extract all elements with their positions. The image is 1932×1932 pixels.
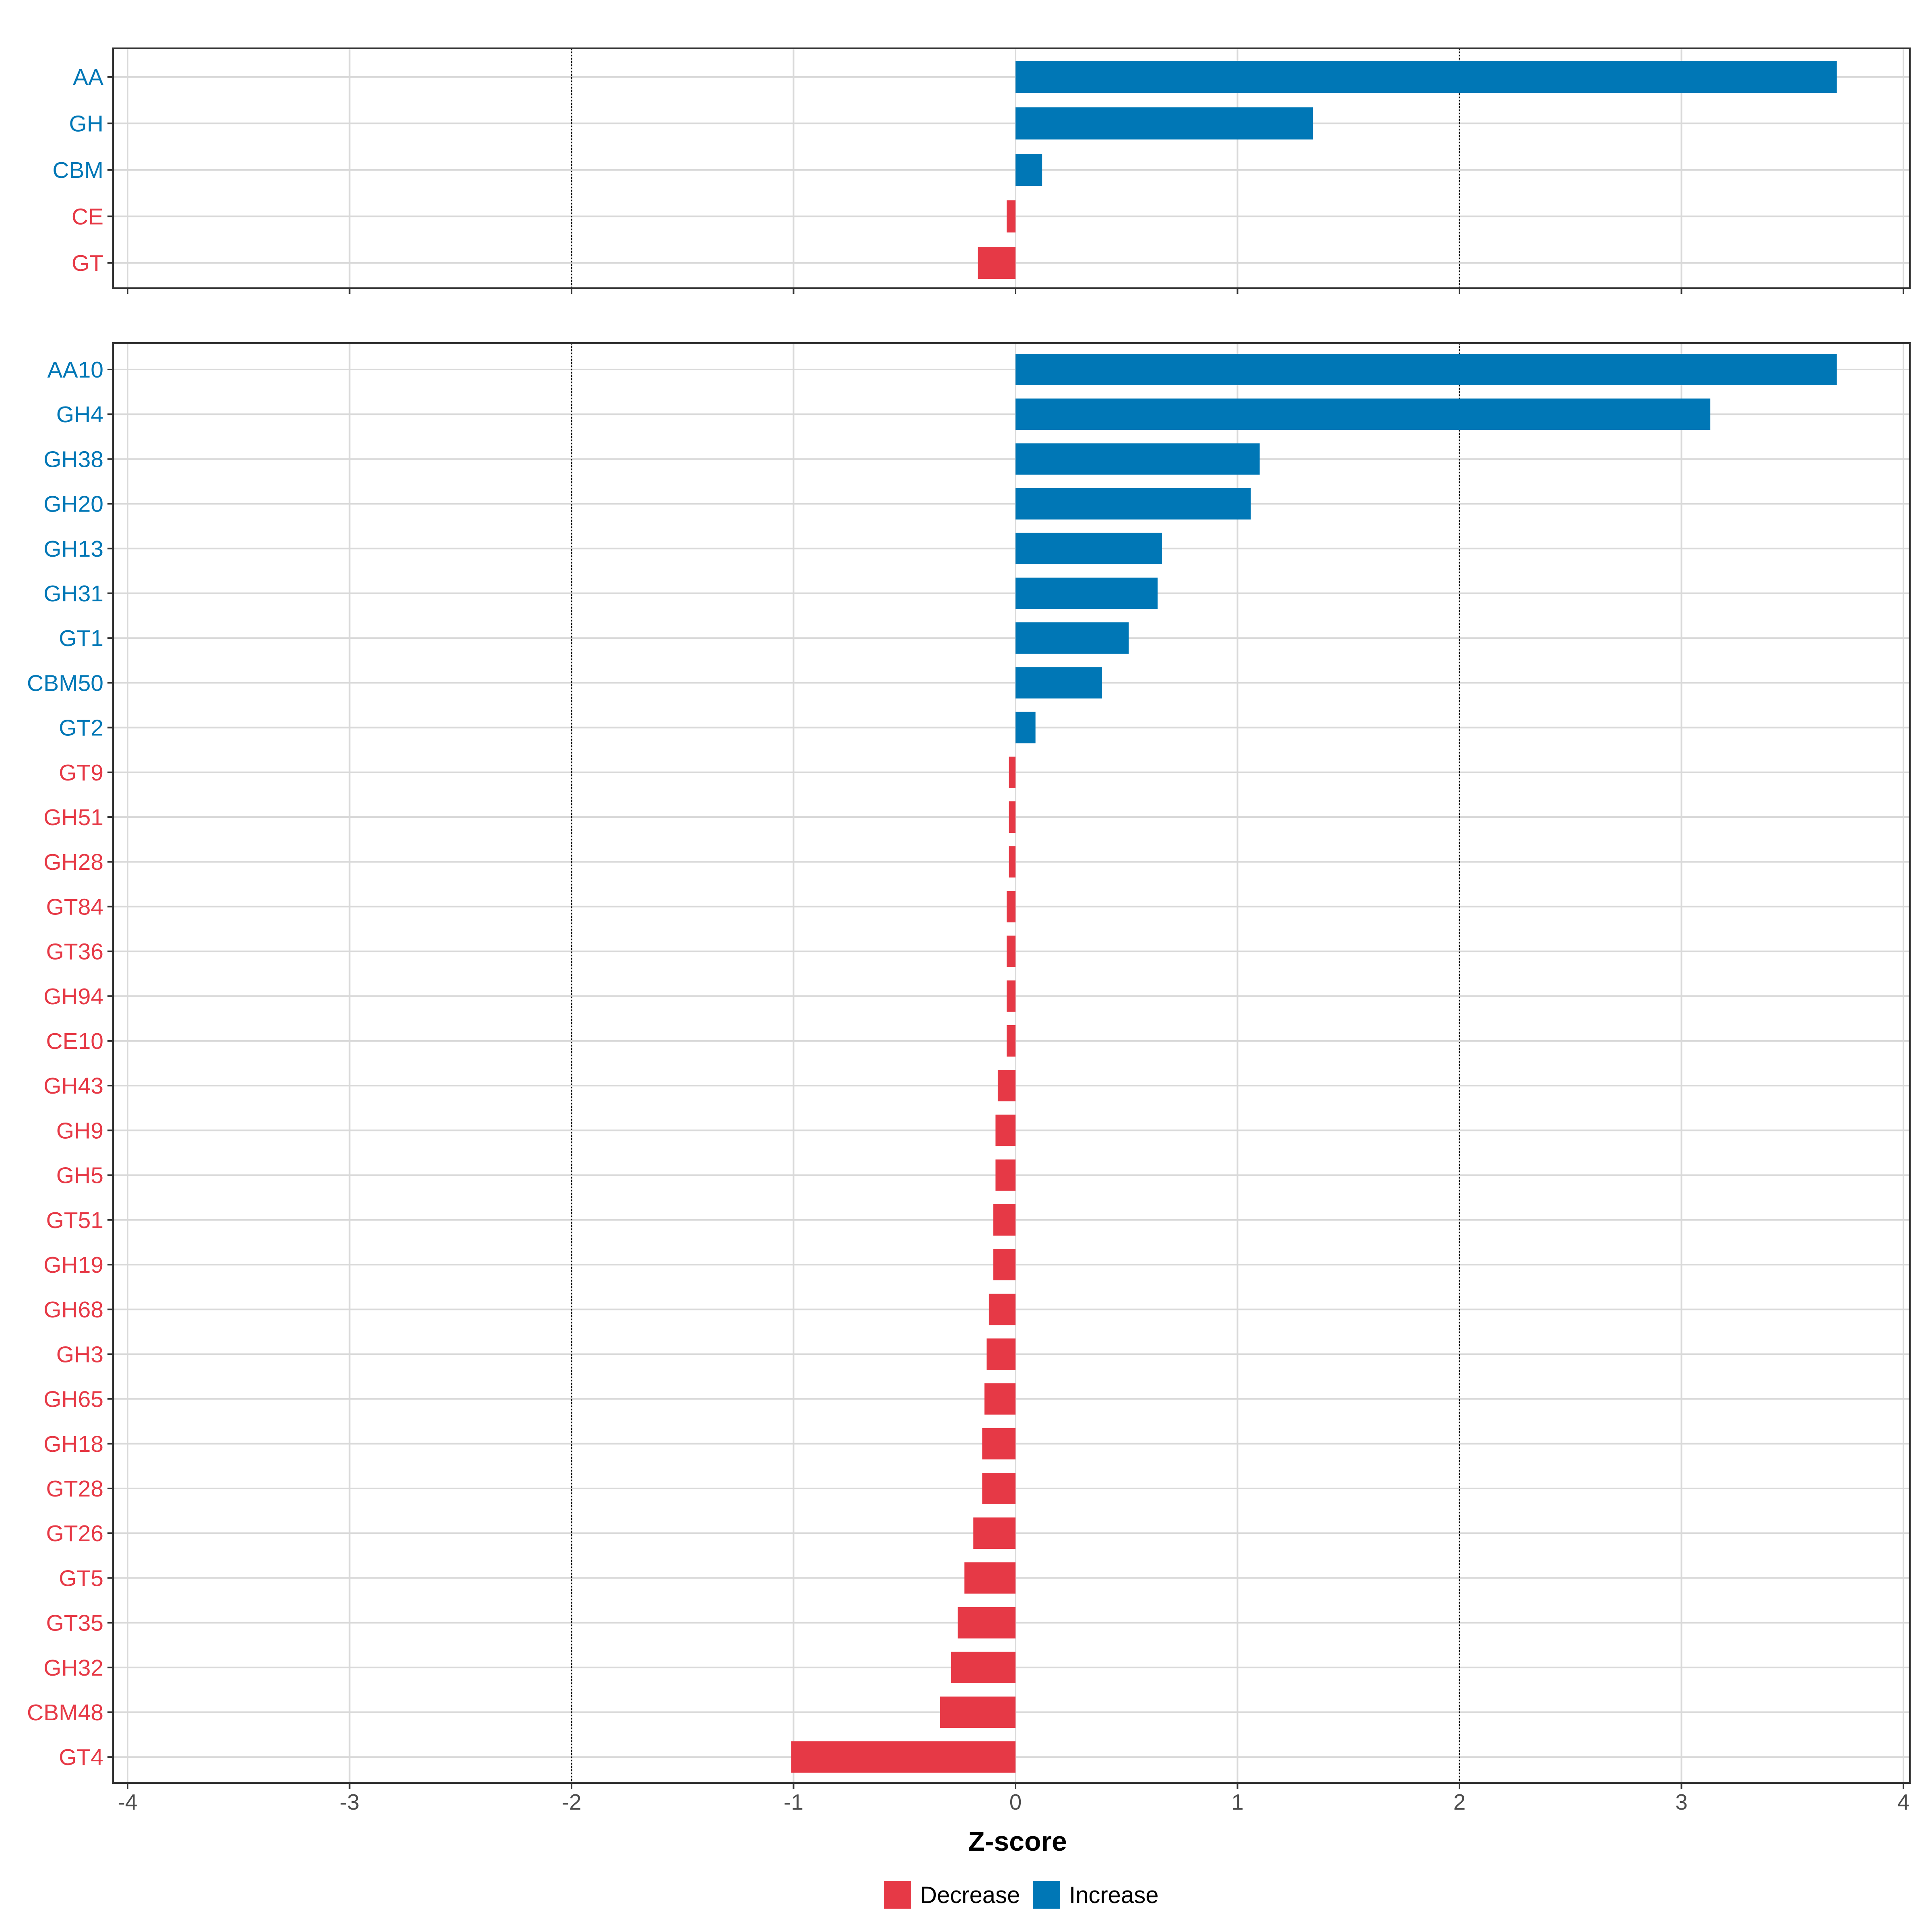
bottom-ylabel-GH13: GH13 xyxy=(43,536,103,562)
bottom-bar-GH3 xyxy=(987,1338,1016,1370)
top-panel: AA GH CBM CE GT xyxy=(52,47,1911,294)
bottom-ylabel-GT1: GT1 xyxy=(59,625,103,651)
bottom-ylabel-GH5: GH5 xyxy=(56,1163,103,1189)
top-ylabel-CE: CE xyxy=(72,204,103,230)
x-axis: -4 -3 -2 -1 0 1 2 3 4 xyxy=(118,1790,1910,1814)
bottom-ylabel-GT2: GT2 xyxy=(59,715,103,741)
top-bar-CE xyxy=(1006,200,1016,233)
bottom-bar-GH94 xyxy=(1006,980,1016,1012)
bottom-bar-GT28 xyxy=(982,1473,1016,1504)
x-tick-label-6: 2 xyxy=(1453,1790,1466,1814)
bottom-ylabel-GH32: GH32 xyxy=(43,1655,103,1681)
bottom-bar-GT35 xyxy=(958,1607,1016,1639)
legend-label-decrease: Decrease xyxy=(920,1882,1020,1908)
bottom-ylabel-GH68: GH68 xyxy=(43,1297,103,1323)
top-bar-AA xyxy=(1016,61,1837,93)
bottom-bar-CBM50 xyxy=(1016,667,1102,699)
bottom-bar-GT26 xyxy=(973,1517,1016,1549)
bottom-ylabel-GH9: GH9 xyxy=(56,1118,103,1144)
bottom-ylabel-GH94: GH94 xyxy=(43,984,103,1009)
x-axis-title: Z-score xyxy=(968,1826,1067,1857)
bottom-bar-CBM48 xyxy=(940,1697,1016,1728)
bottom-ylabel-GT5: GT5 xyxy=(59,1565,103,1591)
bottom-bar-GT1 xyxy=(1016,622,1129,654)
bottom-bar-GH20 xyxy=(1016,488,1251,520)
bottom-bar-AA10 xyxy=(1016,354,1837,385)
top-bar-GT xyxy=(978,247,1016,279)
bottom-bar-GH51 xyxy=(1009,801,1016,833)
legend: Decrease Increase xyxy=(884,1881,1158,1909)
bottom-bar-GH28 xyxy=(1009,846,1016,878)
bottom-ylabel-CBM50: CBM50 xyxy=(27,670,103,696)
bottom-ylabel-GT4: GT4 xyxy=(59,1744,103,1770)
bottom-ylabel-GT28: GT28 xyxy=(46,1476,103,1502)
bottom-ylabel-GH19: GH19 xyxy=(43,1252,103,1278)
bottom-ylabel-GT51: GT51 xyxy=(46,1208,103,1233)
top-ylabel-AA: AA xyxy=(73,64,103,90)
bottom-ylabel-GT84: GT84 xyxy=(46,894,103,920)
bottom-ylabel-AA10: AA10 xyxy=(47,357,103,383)
x-tick-label-4: 0 xyxy=(1009,1790,1022,1814)
bottom-ylabel-GH51: GH51 xyxy=(43,805,103,830)
bottom-bar-GH13 xyxy=(1016,533,1162,564)
bottom-ylabel-GT35: GT35 xyxy=(46,1610,103,1636)
x-tick-label-0: -4 xyxy=(118,1790,138,1814)
bottom-ylabel-GT26: GT26 xyxy=(46,1521,103,1546)
legend-swatch-decrease xyxy=(884,1881,911,1909)
bottom-bar-GH4 xyxy=(1016,398,1711,430)
legend-label-increase: Increase xyxy=(1069,1882,1158,1908)
x-tick-label-7: 3 xyxy=(1675,1790,1688,1814)
bottom-ylabel-GH3: GH3 xyxy=(56,1342,103,1367)
x-tick-label-1: -3 xyxy=(340,1790,359,1814)
top-ylabel-GH: GH xyxy=(69,111,104,137)
x-tick-label-5: 1 xyxy=(1231,1790,1244,1814)
bottom-ylabel-GH38: GH38 xyxy=(43,446,103,472)
bottom-bar-GT9 xyxy=(1009,756,1016,788)
bottom-bar-GH9 xyxy=(995,1115,1016,1146)
x-tick-label-8: 4 xyxy=(1897,1790,1910,1814)
bottom-bar-GH68 xyxy=(989,1294,1016,1325)
bottom-ylabel-GT9: GT9 xyxy=(59,760,103,786)
bottom-ylabel-CBM48: CBM48 xyxy=(27,1700,103,1726)
bottom-bar-GH5 xyxy=(995,1159,1016,1191)
bottom-ylabel-GH43: GH43 xyxy=(43,1073,103,1099)
top-panel-border xyxy=(112,47,1911,289)
bottom-bar-GH38 xyxy=(1016,443,1260,475)
bottom-panel: AA10 GH4 GH38 GH20 GH13 GH31 GT1 CBM50 GT2 GT9 GH5… xyxy=(27,342,1911,1789)
bottom-bar-GT5 xyxy=(964,1562,1016,1594)
bottom-bar-GH43 xyxy=(997,1070,1016,1102)
bottom-bar-GH65 xyxy=(984,1383,1016,1415)
bottom-ylabel-GH20: GH20 xyxy=(43,491,103,517)
bottom-bar-GH31 xyxy=(1016,578,1158,609)
bottom-panel-border xyxy=(112,342,1911,1784)
bottom-bar-CE10 xyxy=(1006,1025,1016,1057)
bottom-ylabel-GH4: GH4 xyxy=(56,402,103,427)
bottom-ylabel-GH28: GH28 xyxy=(43,849,103,875)
bottom-bar-GH32 xyxy=(951,1651,1016,1683)
bottom-ylabel-GT36: GT36 xyxy=(46,939,103,965)
bottom-bar-GT36 xyxy=(1006,935,1016,967)
bottom-ylabel-GH65: GH65 xyxy=(43,1387,103,1412)
bottom-bar-GT84 xyxy=(1006,891,1016,923)
x-tick-label-2: -2 xyxy=(562,1790,582,1814)
bottom-bar-GT51 xyxy=(993,1204,1016,1236)
top-bar-GH xyxy=(1016,107,1313,140)
bottom-ylabel-GH31: GH31 xyxy=(43,581,103,607)
legend-swatch-increase xyxy=(1033,1881,1060,1909)
top-bar-CBM xyxy=(1016,154,1042,186)
bottom-bar-GT2 xyxy=(1016,712,1036,743)
bottom-bar-GH19 xyxy=(993,1249,1016,1280)
top-ylabel-CBM: CBM xyxy=(52,157,103,183)
bottom-ylabel-CE10: CE10 xyxy=(46,1028,103,1054)
bottom-bar-GT4 xyxy=(791,1741,1016,1773)
bottom-bar-GH18 xyxy=(982,1428,1016,1459)
x-tick-label-3: -1 xyxy=(784,1790,803,1814)
bottom-ylabel-GH18: GH18 xyxy=(43,1431,103,1457)
top-ylabel-GT: GT xyxy=(72,250,103,276)
